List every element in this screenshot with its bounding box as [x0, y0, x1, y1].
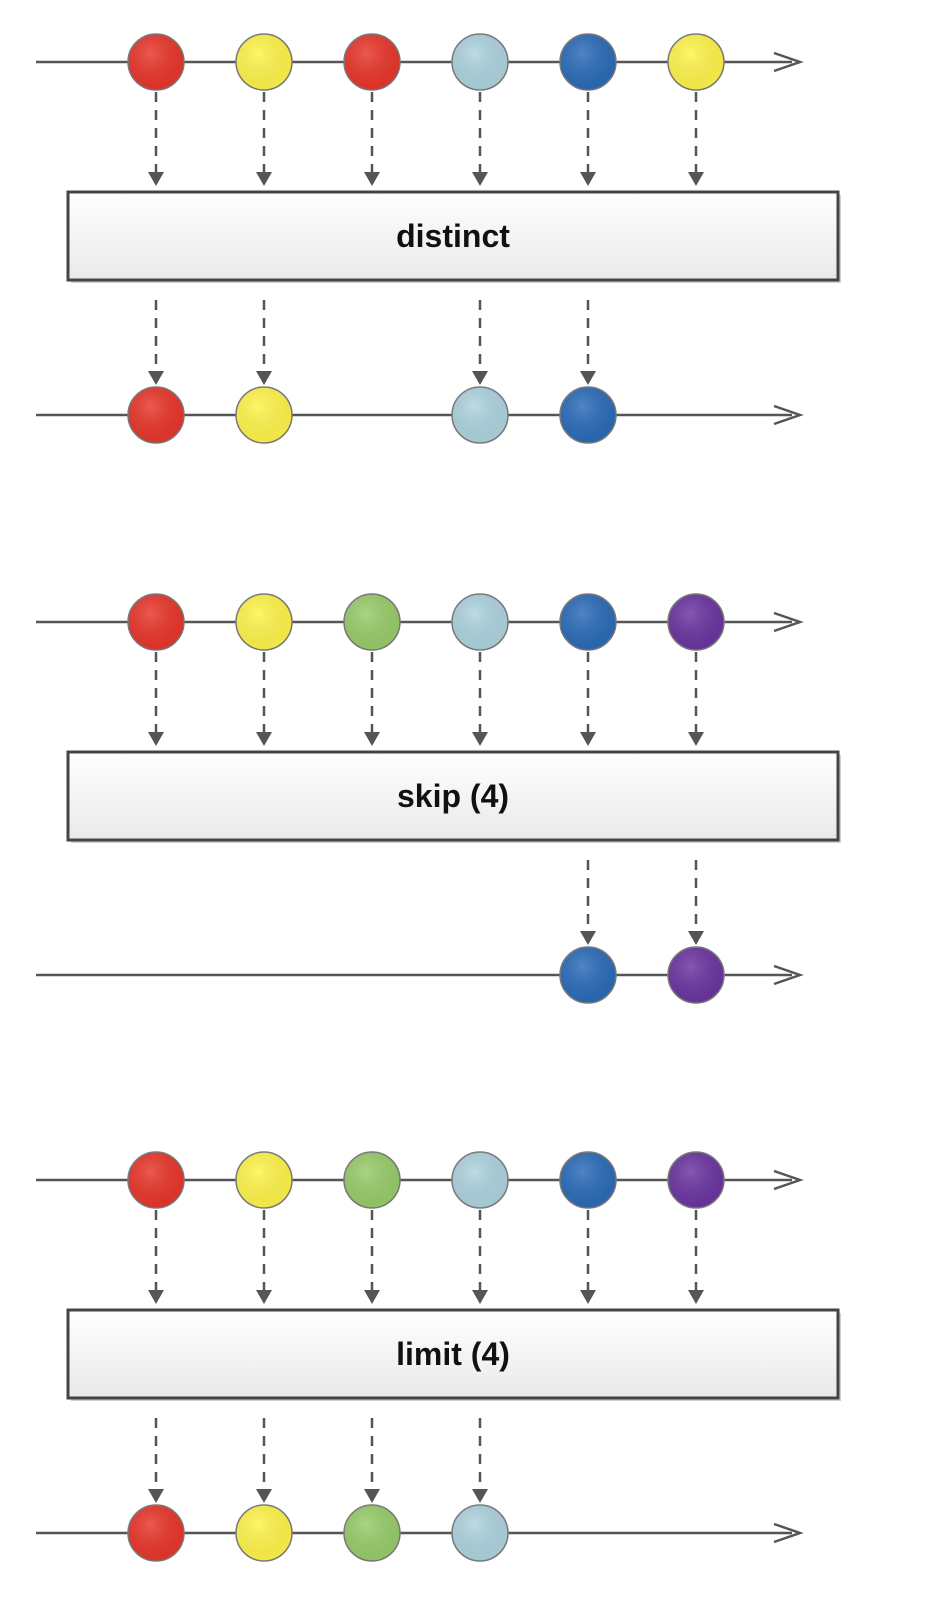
distinct-input-marble-0-shade	[128, 34, 184, 90]
distinct-input-marble-2-shade	[344, 34, 400, 90]
limit-input-marble-3-shade	[452, 1152, 508, 1208]
limit-output-marble-0-shade	[128, 1505, 184, 1561]
distinct-output-arrow-1-arrowhead	[256, 371, 272, 385]
limit-input-arrow-5-arrowhead	[688, 1290, 704, 1304]
skip-input-marble-1-shade	[236, 594, 292, 650]
distinct-input-arrow-1-arrowhead	[256, 172, 272, 186]
distinct-input-marble-5-shade	[668, 34, 724, 90]
distinct-input-marble-4-shade	[560, 34, 616, 90]
limit-output-marble-2-shade	[344, 1505, 400, 1561]
skip-output-arrow-5-arrowhead	[688, 931, 704, 945]
limit-operator-box	[66, 1308, 840, 1400]
skip-input-arrow-4-arrowhead	[580, 732, 596, 746]
distinct-input-arrow-0-arrowhead	[148, 172, 164, 186]
skip-output-marble-4-shade	[560, 947, 616, 1003]
distinct-operator-label: distinct	[396, 218, 510, 254]
distinct-output-timeline-arrowhead	[773, 404, 804, 426]
limit-input-marble-0-shade	[128, 1152, 184, 1208]
skip-input-arrow-1-arrowhead	[256, 732, 272, 746]
skip-operator-label: skip (4)	[397, 778, 509, 814]
distinct-operator-box	[66, 190, 840, 282]
distinct-input-arrow-5-arrowhead	[688, 172, 704, 186]
distinct-output-marble-3-shade	[452, 387, 508, 443]
skip-panel: skip (4)	[36, 593, 841, 1004]
limit-input-marble-2-shade	[344, 1152, 400, 1208]
distinct-output-arrow-4-arrowhead	[580, 371, 596, 385]
limit-output-arrow-2-arrowhead	[364, 1489, 380, 1503]
skip-output-timeline-arrowhead	[773, 964, 804, 986]
limit-input-marble-5-shade	[668, 1152, 724, 1208]
skip-operator-box	[66, 750, 840, 842]
distinct-output-arrow-3-arrowhead	[472, 371, 488, 385]
limit-input-marble-1-shade	[236, 1152, 292, 1208]
limit-output-arrow-3-arrowhead	[472, 1489, 488, 1503]
distinct-input-arrow-2-arrowhead	[364, 172, 380, 186]
skip-input-marble-3-shade	[452, 594, 508, 650]
skip-input-arrow-3-arrowhead	[472, 732, 488, 746]
distinct-input-timeline-arrowhead	[773, 51, 804, 73]
distinct-panel: distinct	[36, 33, 841, 444]
distinct-input-marble-1-shade	[236, 34, 292, 90]
limit-input-arrow-2-arrowhead	[364, 1290, 380, 1304]
limit-input-arrow-1-arrowhead	[256, 1290, 272, 1304]
distinct-output-marble-0-shade	[128, 387, 184, 443]
skip-input-marble-4-shade	[560, 594, 616, 650]
distinct-input-arrow-4-arrowhead	[580, 172, 596, 186]
skip-input-arrow-2-arrowhead	[364, 732, 380, 746]
limit-input-arrow-0-arrowhead	[148, 1290, 164, 1304]
skip-input-marble-0-shade	[128, 594, 184, 650]
limit-output-arrow-1-arrowhead	[256, 1489, 272, 1503]
limit-output-marble-1-shade	[236, 1505, 292, 1561]
skip-output-arrow-4-arrowhead	[580, 931, 596, 945]
skip-input-marble-5-shade	[668, 594, 724, 650]
distinct-input-arrow-3-arrowhead	[472, 172, 488, 186]
skip-output-marble-5-shade	[668, 947, 724, 1003]
limit-input-arrow-4-arrowhead	[580, 1290, 596, 1304]
limit-panel: limit (4)	[36, 1151, 841, 1562]
skip-input-timeline-arrowhead	[773, 611, 804, 633]
limit-operator-label: limit (4)	[396, 1336, 510, 1372]
skip-input-arrow-0-arrowhead	[148, 732, 164, 746]
distinct-output-marble-1-shade	[236, 387, 292, 443]
distinct-output-marble-4-shade	[560, 387, 616, 443]
skip-input-marble-2-shade	[344, 594, 400, 650]
distinct-output-arrow-0-arrowhead	[148, 371, 164, 385]
skip-input-arrow-5-arrowhead	[688, 732, 704, 746]
limit-output-arrow-0-arrowhead	[148, 1489, 164, 1503]
limit-output-marble-3-shade	[452, 1505, 508, 1561]
limit-input-arrow-3-arrowhead	[472, 1290, 488, 1304]
distinct-input-marble-3-shade	[452, 34, 508, 90]
limit-input-marble-4-shade	[560, 1152, 616, 1208]
limit-input-timeline-arrowhead	[773, 1169, 804, 1191]
limit-output-timeline-arrowhead	[773, 1522, 804, 1544]
